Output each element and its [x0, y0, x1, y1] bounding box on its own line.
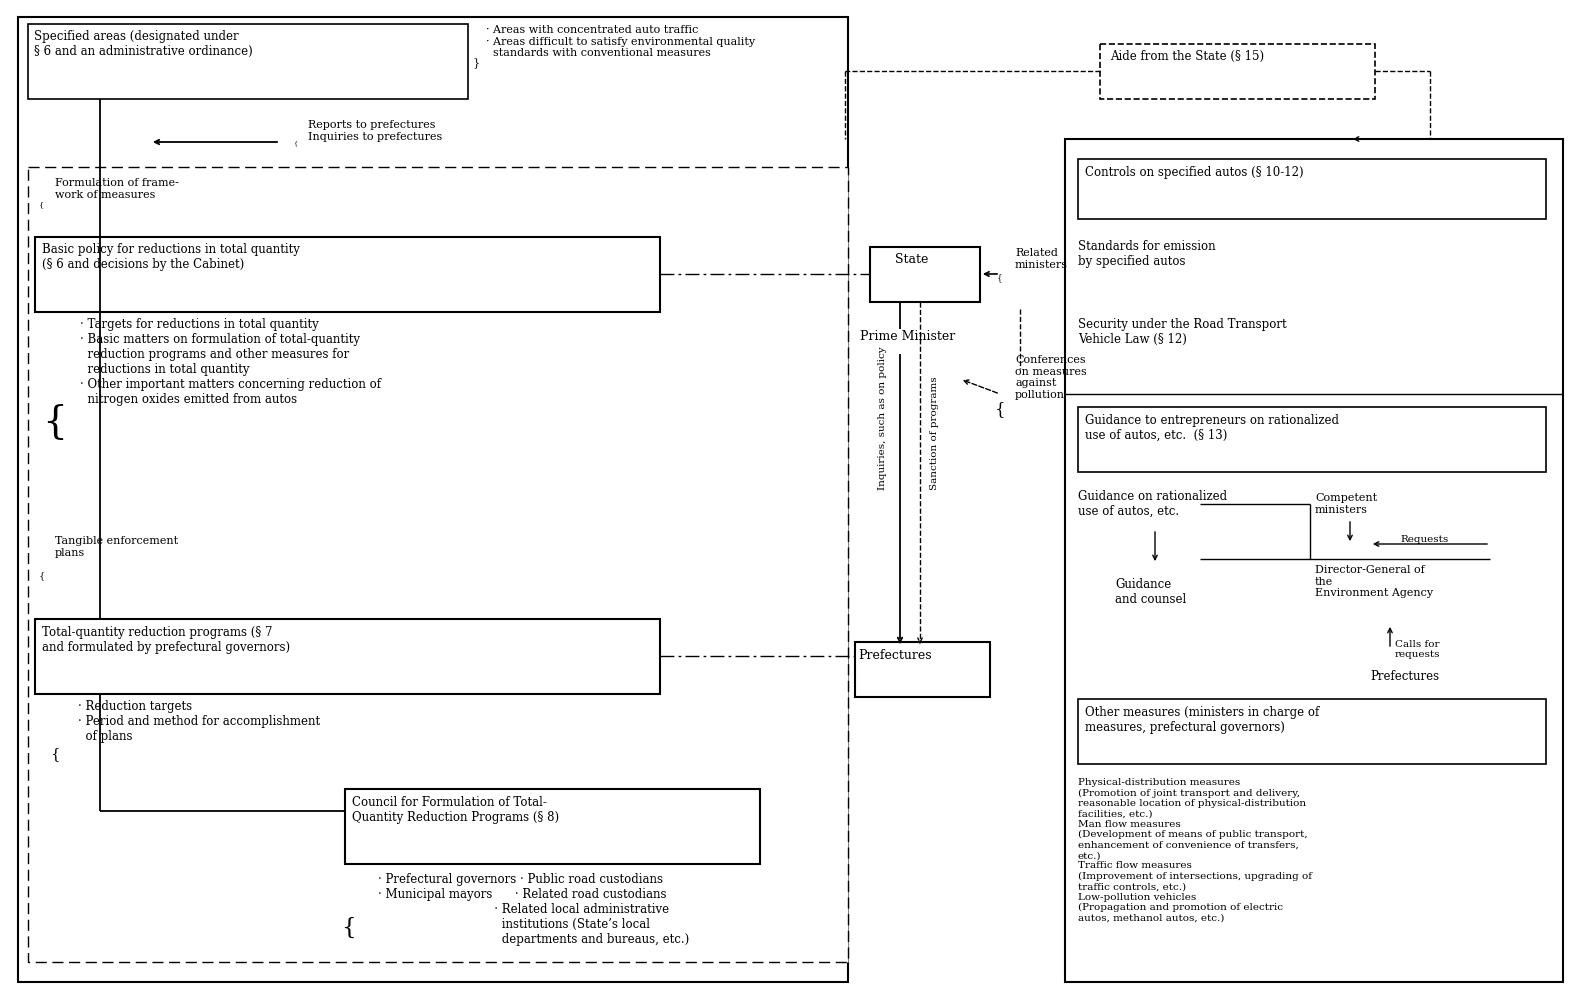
Text: Related
ministers: Related ministers	[1014, 247, 1068, 270]
Text: }: }	[472, 57, 480, 68]
Text: Specified areas (designated under
§ 6 and an administrative ordinance): Specified areas (designated under § 6 an…	[35, 30, 253, 58]
Text: Council for Formulation of Total-
Quantity Reduction Programs (§ 8): Council for Formulation of Total- Quanti…	[352, 796, 559, 824]
Bar	[35, 237, 660, 313]
Text: Formulation of frame-
work of measures: Formulation of frame- work of measures	[55, 177, 179, 199]
Text: {: {	[40, 200, 44, 208]
Text: State: State	[894, 253, 929, 266]
Bar	[28, 167, 848, 962]
Text: Conferences
on measures
against
pollution: Conferences on measures against pollutio…	[1014, 355, 1087, 400]
Text: Basic policy for reductions in total quantity
(§ 6 and decisions by the Cabinet): Basic policy for reductions in total qua…	[43, 242, 300, 271]
Bar	[1078, 160, 1545, 219]
Text: Controls on specified autos (§ 10-12): Controls on specified autos (§ 10-12)	[1085, 166, 1304, 178]
Bar	[17, 18, 848, 982]
Text: Tangible enforcement
plans: Tangible enforcement plans	[55, 535, 179, 557]
Text: Inquiries, such as on policy: Inquiries, such as on policy	[878, 346, 886, 490]
Bar	[344, 790, 760, 864]
Text: Physical-distribution measures
(Promotion of joint transport and delivery,
reaso: Physical-distribution measures (Promotio…	[1078, 778, 1311, 922]
Text: · Prefectural governors · Public road custodians
· Municipal mayors      · Relat: · Prefectural governors · Public road cu…	[378, 872, 689, 945]
Bar	[35, 619, 660, 694]
Text: Prefectures: Prefectures	[858, 648, 932, 661]
Text: Standards for emission
by specified autos: Standards for emission by specified auto…	[1078, 239, 1215, 268]
Text: Total-quantity reduction programs (§ 7
and formulated by prefectural governors): Total-quantity reduction programs (§ 7 a…	[43, 625, 291, 653]
Bar	[855, 642, 991, 697]
Text: Requests: Requests	[1400, 534, 1449, 543]
Text: Aide from the State (§ 15): Aide from the State (§ 15)	[1111, 50, 1264, 63]
Text: {: {	[292, 140, 297, 145]
Bar	[1100, 45, 1375, 100]
Text: · Areas with concentrated auto traffic
· Areas difficult to satisfy environmenta: · Areas with concentrated auto traffic ·…	[487, 25, 755, 58]
Text: {: {	[40, 570, 46, 579]
Text: Sanction of programs: Sanction of programs	[931, 376, 939, 490]
Text: {: {	[995, 401, 1005, 418]
Bar	[1078, 699, 1545, 765]
Text: Security under the Road Transport
Vehicle Law (§ 12): Security under the Road Transport Vehicl…	[1078, 318, 1286, 346]
Text: Prefectures: Prefectures	[1370, 669, 1439, 682]
Text: · Targets for reductions in total quantity
· Basic matters on formulation of tot: · Targets for reductions in total quanti…	[81, 318, 381, 406]
Text: Guidance
and counsel: Guidance and counsel	[1115, 577, 1187, 605]
Bar	[1065, 140, 1563, 982]
Text: Guidance on rationalized
use of autos, etc.: Guidance on rationalized use of autos, e…	[1078, 490, 1228, 517]
Text: Prime Minister: Prime Minister	[860, 330, 956, 343]
Text: Reports to prefectures
Inquiries to prefectures: Reports to prefectures Inquiries to pref…	[308, 120, 442, 141]
Bar	[1078, 408, 1545, 473]
Text: {: {	[51, 746, 60, 761]
Text: Competent
ministers: Competent ministers	[1315, 493, 1378, 514]
Bar	[28, 25, 468, 100]
Text: {: {	[341, 916, 356, 938]
Text: {: {	[997, 273, 1003, 282]
Text: Calls for
requests: Calls for requests	[1395, 639, 1441, 658]
Text: {: {	[43, 404, 68, 441]
Text: Guidance to entrepreneurs on rationalized
use of autos, etc.  (§ 13): Guidance to entrepreneurs on rationalize…	[1085, 414, 1338, 442]
Bar	[871, 247, 980, 303]
Text: · Reduction targets
· Period and method for accomplishment
  of plans: · Reduction targets · Period and method …	[77, 699, 321, 742]
Text: Director-General of
the
Environment Agency: Director-General of the Environment Agen…	[1315, 564, 1433, 597]
Text: Other measures (ministers in charge of
measures, prefectural governors): Other measures (ministers in charge of m…	[1085, 705, 1319, 733]
